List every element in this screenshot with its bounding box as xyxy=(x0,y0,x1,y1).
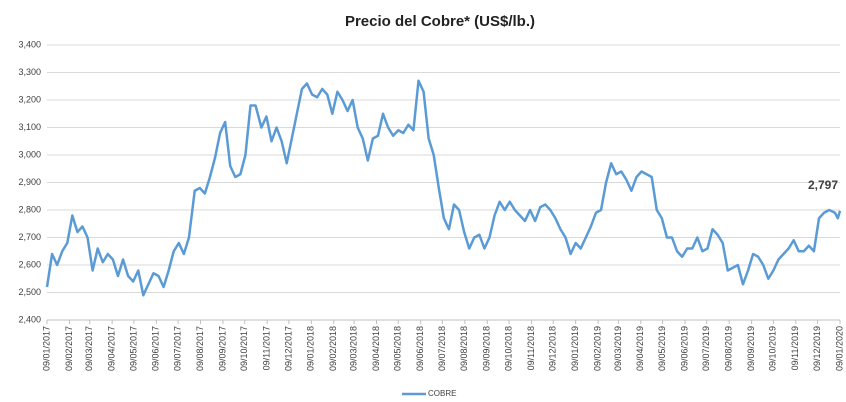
y-tick-label: 2,700 xyxy=(18,232,41,242)
x-tick-label: 09/06/2017 xyxy=(151,326,161,371)
x-tick-label: 09/06/2018 xyxy=(415,326,425,371)
x-tick-label: 09/04/2019 xyxy=(635,326,645,371)
y-tick-label: 2,600 xyxy=(18,259,41,269)
x-tick-label: 09/11/2018 xyxy=(526,326,536,370)
x-tick-label: 09/04/2018 xyxy=(371,326,381,371)
x-tick-label: 09/12/2019 xyxy=(812,326,822,371)
x-tick-label: 09/11/2017 xyxy=(262,326,272,370)
x-tick-label: 09/12/2017 xyxy=(283,326,293,371)
x-tick-label: 09/05/2017 xyxy=(128,326,138,371)
x-tick-label: 09/10/2017 xyxy=(239,326,249,371)
x-tick-label: 09/05/2019 xyxy=(657,326,667,371)
y-tick-label: 2,400 xyxy=(18,314,41,324)
y-tick-label: 3,300 xyxy=(18,67,41,77)
chart-title: Precio del Cobre* (US$/lb.) xyxy=(345,13,535,30)
x-tick-label: 09/09/2018 xyxy=(482,326,492,371)
x-tick-label: 09/12/2018 xyxy=(548,326,558,371)
x-tick-label: 09/01/2018 xyxy=(306,326,316,371)
y-tick-label: 3,000 xyxy=(18,149,41,159)
x-tick-label: 09/10/2019 xyxy=(768,326,778,371)
y-tick-label: 2,500 xyxy=(18,287,41,297)
x-tick-label: 09/04/2017 xyxy=(107,326,117,371)
x-tick-label: 09/01/2017 xyxy=(41,326,51,371)
y-tick-label: 2,800 xyxy=(18,204,41,214)
y-tick-label: 3,100 xyxy=(18,122,41,132)
legend-label: COBRE xyxy=(428,389,456,398)
x-tick-label: 09/07/2018 xyxy=(437,326,447,371)
x-tick-label: 09/10/2018 xyxy=(503,326,513,371)
y-tick-label: 2,900 xyxy=(18,177,41,187)
x-tick-label: 09/09/2017 xyxy=(217,326,227,371)
x-tick-label: 09/02/2018 xyxy=(328,326,338,371)
x-tick-label: 09/02/2019 xyxy=(592,326,602,371)
y-tick-label: 3,400 xyxy=(18,39,41,49)
x-tick-label: 09/11/2019 xyxy=(790,326,800,370)
x-tick-label: 09/09/2019 xyxy=(746,326,756,371)
x-tick-label: 09/08/2019 xyxy=(724,326,734,371)
x-tick-label: 09/07/2019 xyxy=(701,326,711,371)
data-label: 2,797 xyxy=(808,178,838,192)
x-tick-label: 09/01/2019 xyxy=(570,326,580,371)
x-tick-label: 09/02/2017 xyxy=(64,326,74,371)
y-tick-label: 3,200 xyxy=(18,94,41,104)
x-tick-label: 09/03/2017 xyxy=(84,326,94,371)
x-tick-label: 09/03/2019 xyxy=(613,326,623,371)
data-line xyxy=(45,79,842,297)
x-tick-label: 09/08/2017 xyxy=(195,326,205,371)
x-tick-label: 09/01/2020 xyxy=(834,326,844,371)
x-tick-label: 09/05/2018 xyxy=(393,326,403,371)
x-tick-label: 09/08/2018 xyxy=(459,326,469,371)
x-tick-label: 09/07/2017 xyxy=(172,326,182,371)
x-tick-label: 09/03/2018 xyxy=(348,326,358,371)
x-tick-label: 09/06/2019 xyxy=(679,326,689,371)
